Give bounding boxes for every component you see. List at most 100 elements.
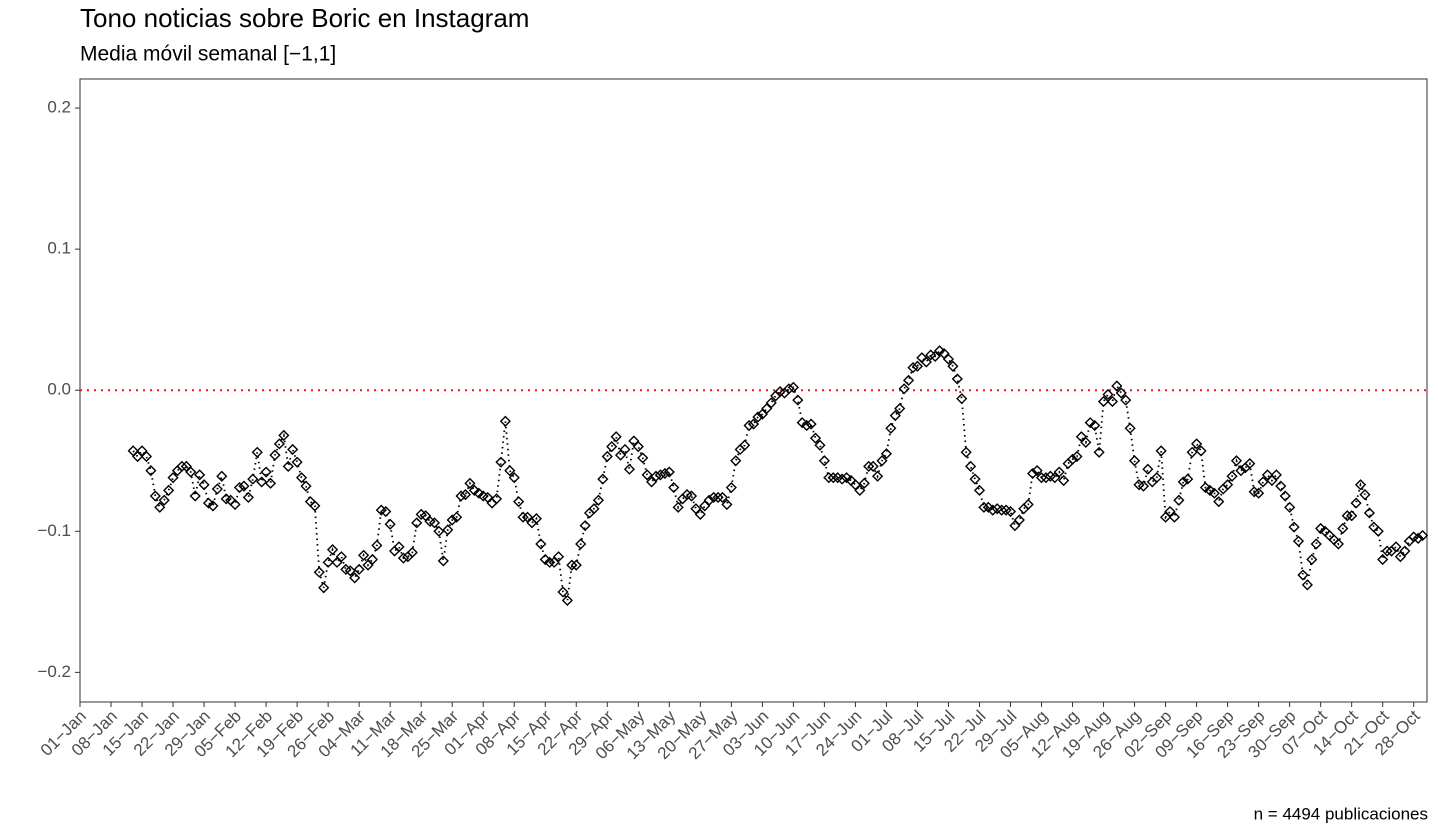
point [920, 356, 932, 368]
point [876, 455, 888, 467]
point [792, 394, 804, 406]
point [965, 460, 977, 472]
point [442, 524, 454, 536]
point [433, 525, 445, 537]
point [1377, 553, 1389, 566]
point [371, 539, 383, 551]
point [1350, 497, 1362, 509]
point [907, 362, 919, 374]
point [393, 541, 405, 553]
point [313, 566, 325, 578]
point [1133, 479, 1145, 491]
point [233, 481, 246, 494]
point [1004, 505, 1017, 518]
point [158, 494, 170, 506]
point [659, 467, 671, 480]
point [579, 520, 591, 532]
point [1208, 487, 1220, 499]
point [459, 489, 472, 501]
point [982, 501, 994, 513]
point [1359, 489, 1371, 501]
point [1416, 529, 1429, 542]
point [894, 402, 906, 415]
point [632, 441, 644, 453]
point [1168, 511, 1181, 523]
chart-title: Tono noticias sobre Boric en Instagram [80, 3, 529, 33]
series-line [132, 349, 1424, 604]
point [1111, 380, 1123, 392]
point [154, 501, 166, 513]
point [561, 594, 573, 607]
y-tick-label: 0.1 [47, 239, 71, 258]
point [1097, 395, 1110, 408]
point [1292, 535, 1305, 547]
point [1027, 467, 1039, 480]
point [451, 511, 463, 523]
point [796, 417, 808, 429]
point [575, 538, 587, 550]
point [1071, 450, 1083, 463]
point [335, 551, 348, 563]
point [1275, 480, 1287, 492]
point [973, 484, 986, 496]
point [708, 491, 720, 504]
point [1253, 487, 1265, 499]
point [685, 490, 698, 502]
point [1093, 446, 1105, 458]
point [1102, 388, 1114, 401]
point [1279, 490, 1291, 502]
point [1399, 545, 1411, 557]
point [1155, 445, 1167, 457]
point [1053, 466, 1065, 478]
point [273, 438, 285, 450]
point [1182, 473, 1194, 485]
point [1315, 522, 1327, 535]
point [309, 500, 321, 512]
point [353, 563, 365, 575]
point [898, 383, 910, 395]
point [1137, 480, 1150, 492]
point [380, 505, 392, 518]
point [185, 466, 197, 478]
point [428, 517, 441, 529]
point [300, 480, 312, 492]
point [473, 487, 485, 499]
y-tick-label: −0.2 [37, 662, 71, 681]
point [814, 439, 826, 451]
point [725, 481, 737, 494]
point [588, 503, 600, 515]
point [840, 472, 853, 484]
point [216, 470, 228, 482]
point [1195, 445, 1207, 457]
point [499, 415, 511, 427]
point [1013, 514, 1025, 526]
point [1332, 538, 1344, 550]
point [508, 472, 520, 484]
point [557, 586, 569, 598]
point [1257, 476, 1269, 488]
point [1151, 472, 1163, 484]
point [747, 418, 760, 430]
point [1115, 387, 1127, 399]
point [198, 479, 210, 491]
point [397, 552, 410, 564]
point [446, 514, 458, 526]
caption: n = 4494 publicaciones [1254, 804, 1428, 823]
point [1288, 521, 1300, 533]
point [1080, 436, 1092, 449]
point [344, 565, 356, 577]
point [1142, 463, 1154, 475]
point [455, 490, 467, 502]
point [863, 460, 875, 472]
point [712, 491, 724, 504]
point [366, 553, 379, 566]
point [189, 490, 201, 502]
point [464, 477, 476, 489]
point [637, 452, 649, 464]
point [1354, 479, 1367, 491]
point [490, 493, 503, 505]
point [326, 544, 339, 556]
point [592, 494, 605, 506]
point [211, 483, 223, 495]
